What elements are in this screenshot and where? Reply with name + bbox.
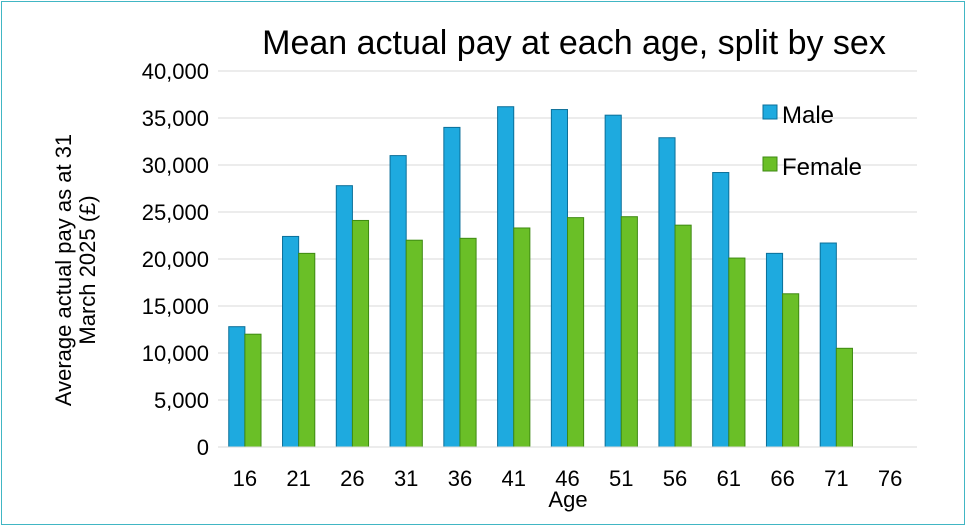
y-axis-label-line1: Average actual pay as at 31	[51, 134, 76, 406]
y-tick-label: 35,000	[142, 106, 209, 131]
bar-male-46	[550, 109, 568, 448]
x-tick-label: 36	[448, 466, 472, 491]
bar-female-31	[405, 239, 423, 448]
x-tick-label: 41	[501, 466, 525, 491]
bar-female-26	[351, 219, 370, 448]
y-tick-label: 10,000	[142, 341, 209, 366]
bar-female-41	[513, 227, 531, 448]
bar-female-71	[835, 347, 853, 448]
y-axis-label-line2: March 2025 (£)	[75, 195, 100, 344]
bar-female-61	[728, 257, 746, 448]
legend-swatch-female	[762, 156, 778, 172]
y-tick-label: 15,000	[142, 294, 209, 319]
bar-female-66	[782, 293, 800, 448]
legend-label-female: Female	[782, 154, 862, 181]
bar-female-36	[459, 237, 477, 448]
x-tick-label: 31	[394, 466, 418, 491]
bar-female-46	[567, 217, 585, 448]
x-tick-label: 46	[555, 466, 579, 491]
x-axis-label: Age	[548, 487, 587, 512]
x-tick-label: 76	[878, 466, 902, 491]
y-tick-label: 30,000	[142, 153, 209, 178]
bars	[228, 106, 853, 448]
y-tick-label: 5,000	[154, 388, 209, 413]
bar-male-26	[335, 185, 353, 448]
x-tick-label: 71	[824, 466, 848, 491]
x-axis-ticks: 16 21 26 31 36 41 46 51 56 61 66 71 76	[233, 466, 903, 491]
x-tick-label: 61	[717, 466, 741, 491]
bar-male-41	[497, 106, 515, 448]
legend-label-male: Male	[782, 102, 834, 129]
bar-male-16	[228, 326, 246, 448]
legend-swatch-male	[762, 104, 778, 120]
x-tick-label: 51	[609, 466, 633, 491]
y-tick-label: 25,000	[142, 200, 209, 225]
bar-male-61	[712, 172, 730, 448]
y-axis-ticks: 0 5,000 10,000 15,000 20,000 25,000 30,000 35,0…	[142, 59, 209, 460]
x-tick-label: 21	[286, 466, 310, 491]
bar-female-56	[674, 224, 692, 448]
x-tick-label: 66	[770, 466, 794, 491]
y-axis-label: Average actual pay as at 31 March 2025 (…	[51, 134, 100, 406]
legend: Male Female	[762, 102, 862, 181]
x-tick-label: 56	[663, 466, 687, 491]
bar-male-56	[658, 137, 676, 448]
chart-title: Mean actual pay at each age, split by se…	[262, 24, 886, 62]
x-tick-label: 16	[233, 466, 257, 491]
bar-male-21	[282, 235, 300, 448]
bar-male-66	[765, 252, 784, 448]
bar-female-21	[298, 252, 316, 448]
y-tick-label: 40,000	[142, 59, 209, 84]
bar-female-16	[244, 333, 262, 448]
y-tick-label: 0	[197, 435, 209, 460]
bar-male-51	[604, 114, 622, 448]
bar-male-36	[443, 126, 461, 448]
bar-female-51	[620, 216, 638, 448]
bar-male-71	[819, 242, 837, 448]
y-tick-label: 20,000	[142, 247, 209, 272]
bar-male-31	[389, 155, 407, 448]
x-tick-label: 26	[340, 466, 364, 491]
